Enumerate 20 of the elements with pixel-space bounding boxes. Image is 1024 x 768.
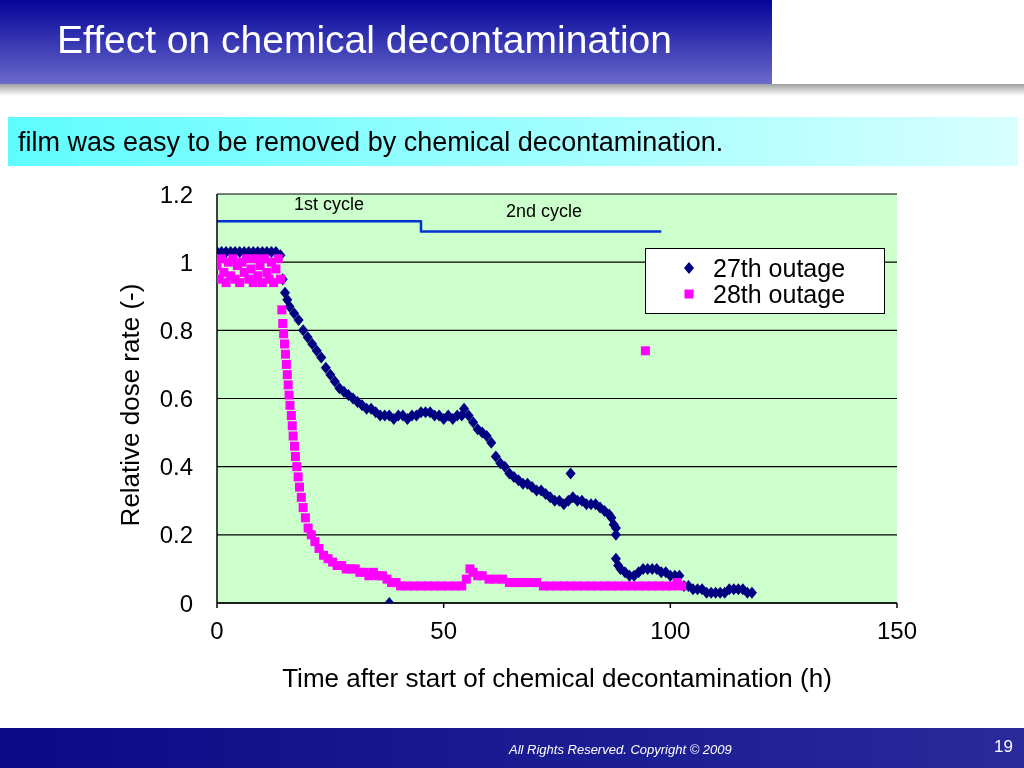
chart-subtitle: film was easy to be removed by chemical decontamination. [18,127,724,157]
y-axis-title: Relative dose rate (-) [115,283,145,527]
x-axis-title: Time after start of chemical decontamination (h) [282,663,832,693]
y-tick-label: 0.2 [159,521,193,549]
y-tick-label: 1 [179,248,193,276]
x-tick-label: 150 [876,617,918,645]
x-tick-label: 100 [650,617,691,645]
chart-title: Effect on chemical decontamination [57,18,672,61]
y-tick-label: 0.8 [159,316,193,344]
x-tick-label: 50 [430,617,458,645]
y-tick-label: 0.6 [159,385,193,413]
text: All Rights Reserved. Copyright © 2009 [509,742,732,757]
annotation: 2nd cycle [505,201,583,221]
y-tick-label: 0 [179,589,193,617]
text: 19 [994,737,1013,756]
x-tick-label: 0 [210,617,224,645]
annotation: 1st cycle [293,194,365,214]
y-tick-label: 1.2 [159,180,193,208]
legend-label: 27th outage [713,254,846,282]
y-tick-label: 0.4 [159,453,193,481]
